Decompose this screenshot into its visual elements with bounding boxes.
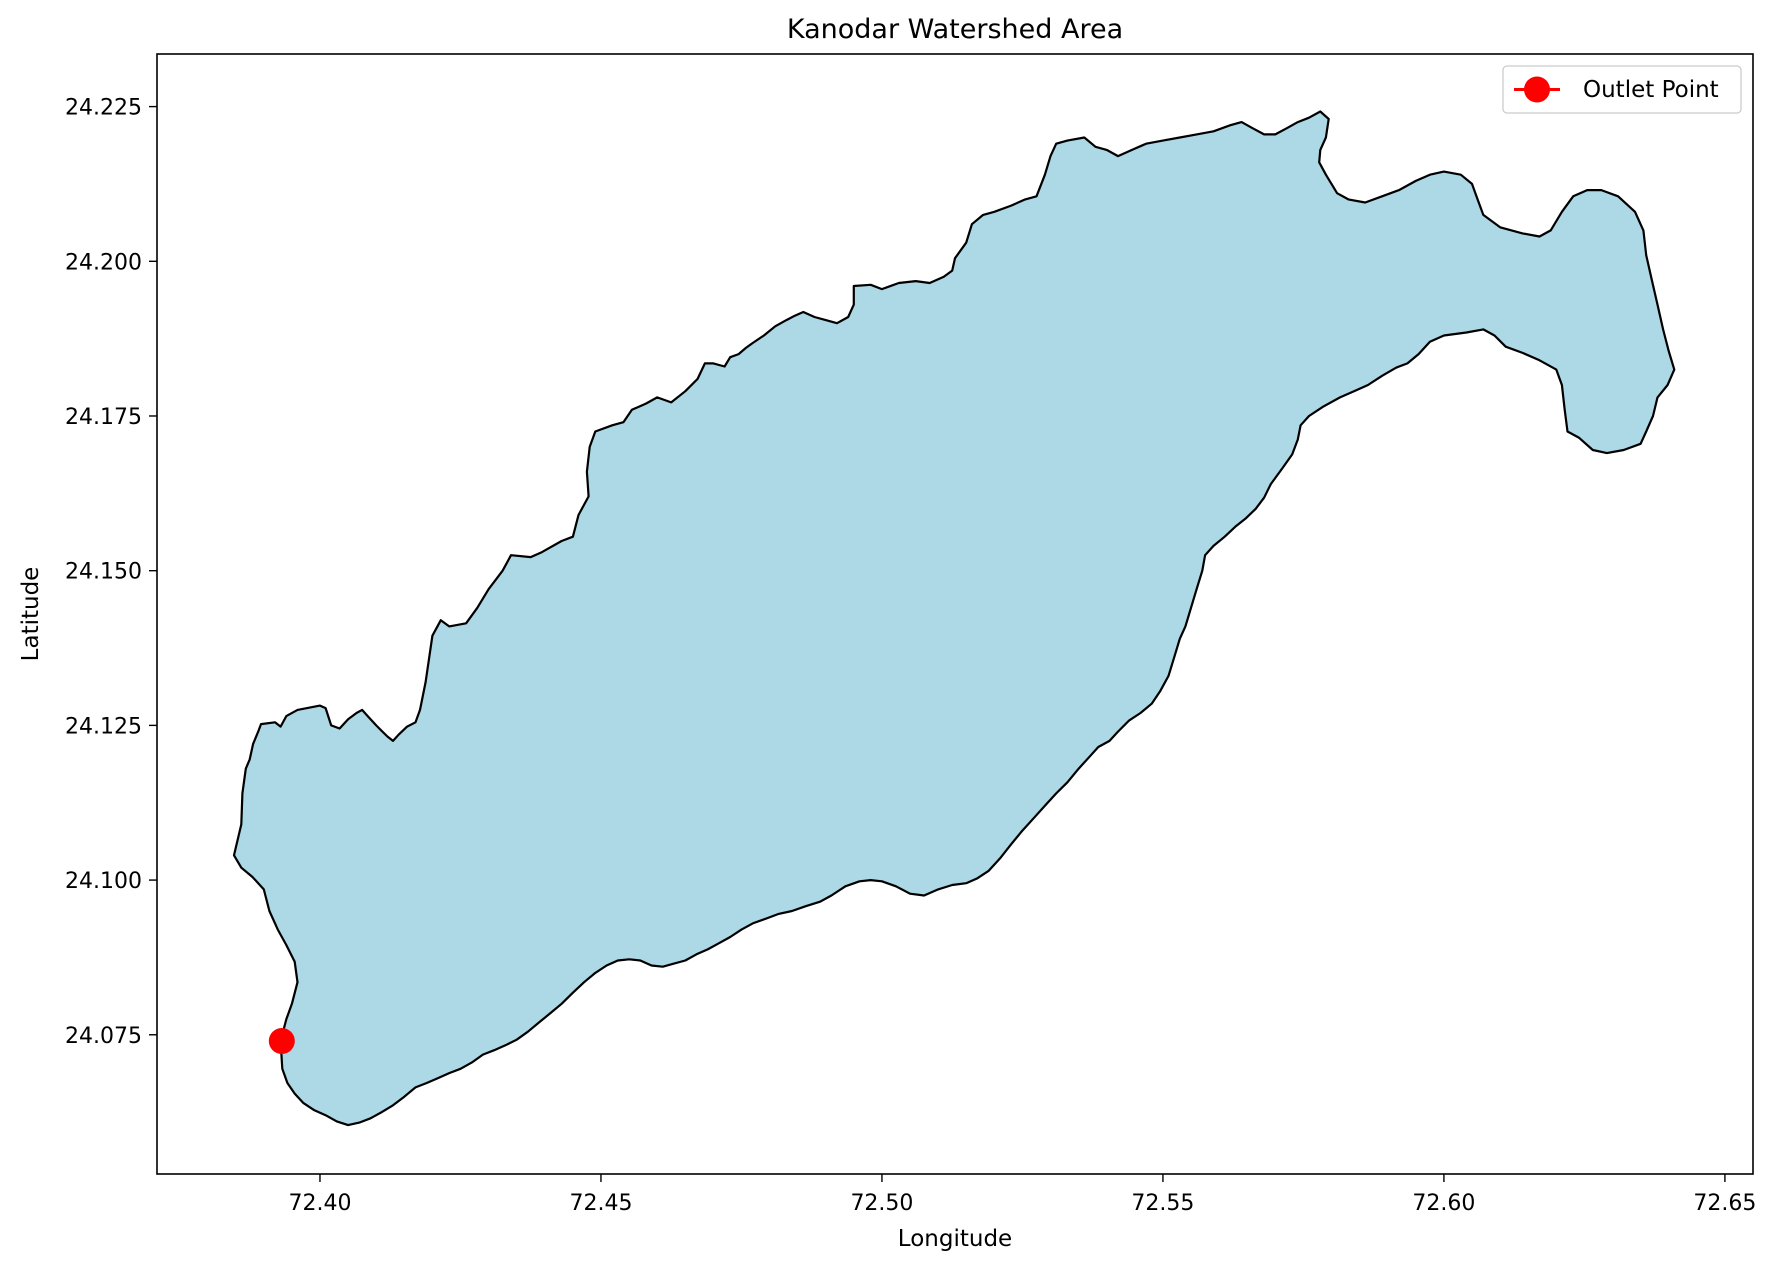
- y-tick-label: 24.150: [65, 560, 142, 585]
- legend: Outlet Point: [1502, 65, 1742, 114]
- x-tick-label: 72.55: [1131, 1191, 1194, 1216]
- outlet-point-marker: [268, 1028, 295, 1054]
- x-tick-label: 72.40: [288, 1191, 351, 1216]
- watershed-polygon: [232, 110, 1676, 1127]
- y-tick-label: 24.075: [65, 1024, 142, 1049]
- axes-frame: [156, 53, 1754, 1175]
- chart-title: Kanodar Watershed Area: [787, 14, 1123, 45]
- y-tick-label: 24.225: [65, 96, 142, 121]
- y-axis-ticks: 24.075 24.100 24.125 24.150 24.175 24.200 24.2…: [65, 96, 157, 1049]
- x-tick-label: 72.50: [850, 1191, 913, 1216]
- y-tick-label: 24.175: [65, 405, 142, 430]
- legend-box: [1502, 65, 1742, 114]
- y-tick-label: 24.125: [65, 714, 142, 739]
- y-tick-label: 24.100: [65, 869, 142, 894]
- legend-marker-icon: [1524, 76, 1550, 103]
- y-tick-label: 24.200: [65, 250, 142, 275]
- legend-label-outlet: Outlet Point: [1583, 77, 1719, 103]
- x-tick-label: 72.65: [1693, 1191, 1756, 1216]
- plot-area: [232, 110, 1676, 1127]
- y-axis-label: Latitude: [18, 567, 44, 662]
- x-tick-label: 72.60: [1412, 1191, 1475, 1216]
- x-axis-ticks: 72.40 72.45 72.50 72.55 72.60 72.65: [288, 1174, 1756, 1216]
- x-axis-label: Longitude: [898, 1226, 1012, 1252]
- x-tick-label: 72.45: [569, 1191, 632, 1216]
